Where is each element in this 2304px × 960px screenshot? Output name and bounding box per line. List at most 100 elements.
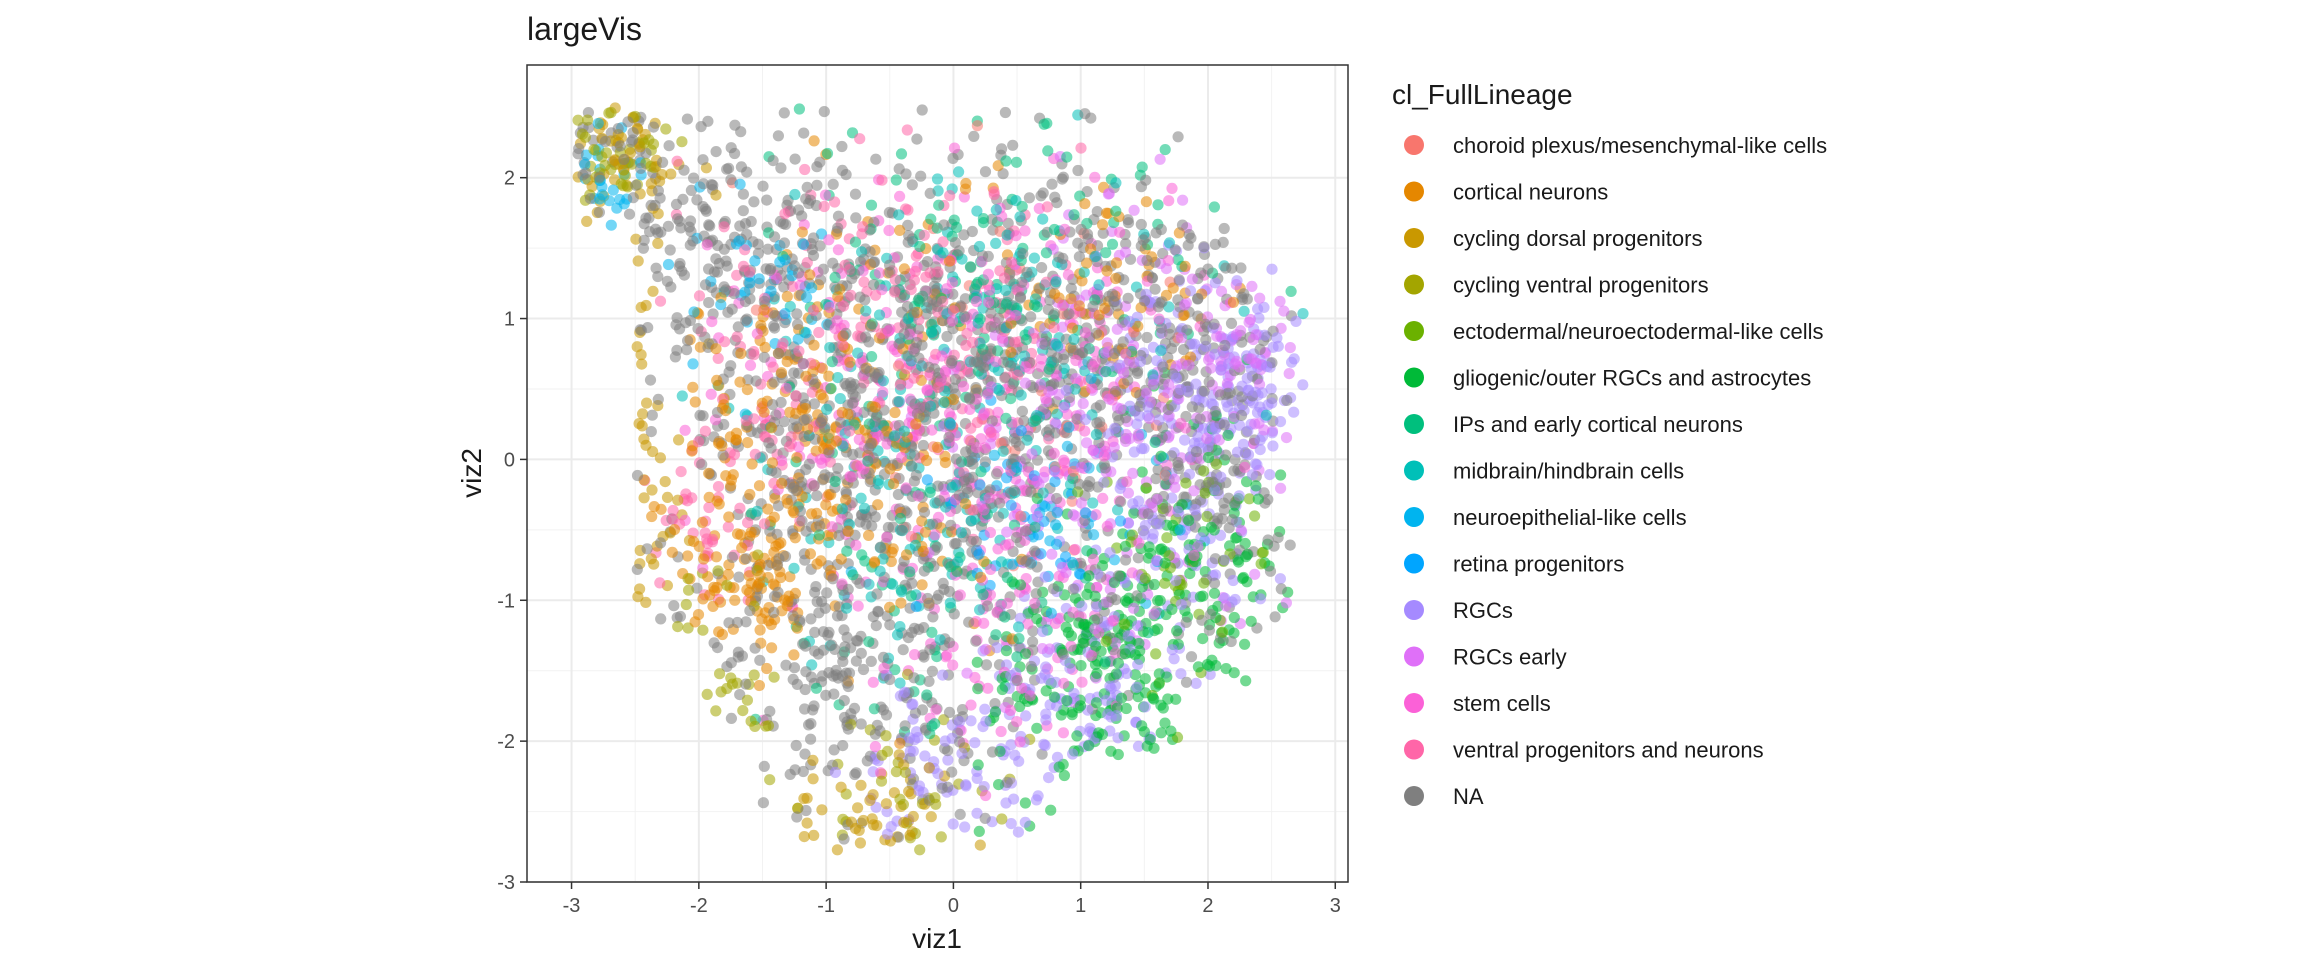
scatter-point bbox=[706, 316, 718, 328]
scatter-point bbox=[726, 678, 739, 690]
scatter-point bbox=[1112, 657, 1124, 669]
scatter-point bbox=[1091, 417, 1103, 429]
scatter-point bbox=[1084, 476, 1096, 488]
scatter-point bbox=[978, 362, 990, 374]
scatter-point bbox=[826, 356, 838, 368]
scatter-point bbox=[978, 504, 990, 516]
scatter-point bbox=[832, 210, 845, 222]
scatter-point bbox=[1196, 614, 1208, 626]
scatter-point bbox=[1180, 616, 1192, 629]
scatter-point bbox=[1238, 305, 1250, 317]
scatter-point bbox=[841, 602, 853, 614]
x-tick-label: -1 bbox=[817, 895, 835, 917]
scatter-point bbox=[929, 529, 941, 541]
scatter-point bbox=[959, 821, 971, 833]
scatter-point bbox=[1236, 291, 1248, 303]
scatter-point bbox=[1190, 677, 1202, 690]
scatter-point bbox=[780, 659, 792, 671]
scatter-point bbox=[863, 578, 875, 590]
scatter-point bbox=[827, 178, 839, 190]
scatter-point bbox=[1000, 284, 1012, 296]
scatter-point bbox=[956, 747, 968, 760]
scatter-point bbox=[739, 244, 751, 256]
scatter-point bbox=[925, 213, 937, 225]
scatter-point bbox=[810, 682, 823, 694]
scatter-point bbox=[1274, 295, 1286, 307]
scatter-point bbox=[670, 319, 682, 331]
scatter-point bbox=[1089, 623, 1101, 635]
scatter-point bbox=[959, 183, 972, 195]
scatter-point bbox=[1010, 156, 1023, 168]
scatter-point bbox=[599, 135, 612, 148]
scatter-point bbox=[630, 179, 642, 191]
legend-label: IPs and early cortical neurons bbox=[1453, 412, 1743, 437]
scatter-point bbox=[1120, 554, 1132, 566]
scatter-point bbox=[791, 452, 803, 464]
scatter-point bbox=[652, 185, 665, 197]
scatter-point bbox=[932, 768, 944, 780]
scatter-point bbox=[1097, 227, 1109, 239]
scatter-point bbox=[895, 148, 908, 160]
scatter-point bbox=[713, 626, 725, 638]
plot-title: largeVis bbox=[527, 11, 642, 47]
scatter-point bbox=[974, 313, 986, 325]
scatter-point bbox=[753, 273, 765, 285]
scatter-point bbox=[1141, 331, 1153, 344]
scatter-point bbox=[926, 626, 938, 639]
scatter-point bbox=[800, 193, 812, 205]
scatter-point bbox=[712, 565, 724, 577]
legend-title: cl_FullLineage bbox=[1392, 79, 1573, 110]
scatter-point bbox=[929, 718, 941, 730]
scatter-point bbox=[1237, 438, 1249, 450]
scatter-point bbox=[909, 265, 921, 277]
scatter-point bbox=[1085, 112, 1097, 124]
scatter-point bbox=[860, 305, 872, 317]
scatter-point bbox=[836, 140, 848, 153]
scatter-point bbox=[839, 377, 851, 390]
scatter-point bbox=[1042, 145, 1054, 157]
scatter-point bbox=[867, 452, 879, 464]
scatter-point bbox=[733, 571, 745, 583]
scatter-point bbox=[1103, 188, 1115, 200]
scatter-point bbox=[852, 802, 864, 814]
scatter-point bbox=[702, 115, 714, 127]
scatter-point bbox=[975, 466, 987, 478]
scatter-point bbox=[944, 190, 956, 202]
scatter-point bbox=[1076, 600, 1088, 612]
scatter-point bbox=[744, 586, 756, 599]
scatter-point bbox=[1132, 740, 1145, 753]
scatter-point bbox=[652, 237, 664, 249]
scatter-point bbox=[832, 222, 844, 234]
scatter-point bbox=[837, 300, 850, 312]
scatter-point bbox=[1198, 465, 1210, 477]
scatter-point bbox=[779, 254, 791, 266]
scatter-point bbox=[1005, 818, 1017, 830]
scatter-point bbox=[1250, 480, 1262, 492]
scatter-point bbox=[811, 490, 823, 502]
scatter-point bbox=[1122, 487, 1134, 499]
scatter-point bbox=[818, 106, 830, 118]
scatter-point bbox=[692, 609, 705, 621]
scatter-point bbox=[699, 425, 712, 437]
scatter-point bbox=[650, 262, 662, 274]
scatter-point bbox=[1089, 356, 1101, 368]
scatter-point bbox=[1214, 389, 1226, 401]
scatter-point bbox=[793, 267, 805, 279]
scatter-point bbox=[829, 196, 841, 208]
scatter-point bbox=[1075, 223, 1087, 236]
scatter-point bbox=[915, 170, 927, 182]
scatter-point bbox=[1134, 356, 1147, 368]
scatter-point bbox=[751, 505, 763, 517]
scatter-point bbox=[1045, 607, 1057, 619]
scatter-point bbox=[682, 335, 694, 347]
scatter-point bbox=[1235, 409, 1248, 421]
scatter-point bbox=[790, 407, 802, 419]
scatter-point bbox=[1241, 372, 1253, 384]
scatter-point bbox=[1098, 458, 1110, 470]
scatter-point bbox=[893, 209, 905, 221]
scatter-point bbox=[618, 153, 630, 165]
scatter-point bbox=[697, 624, 709, 636]
scatter-point bbox=[929, 284, 941, 296]
scatter-point bbox=[1128, 507, 1140, 519]
scatter-point bbox=[775, 537, 787, 549]
